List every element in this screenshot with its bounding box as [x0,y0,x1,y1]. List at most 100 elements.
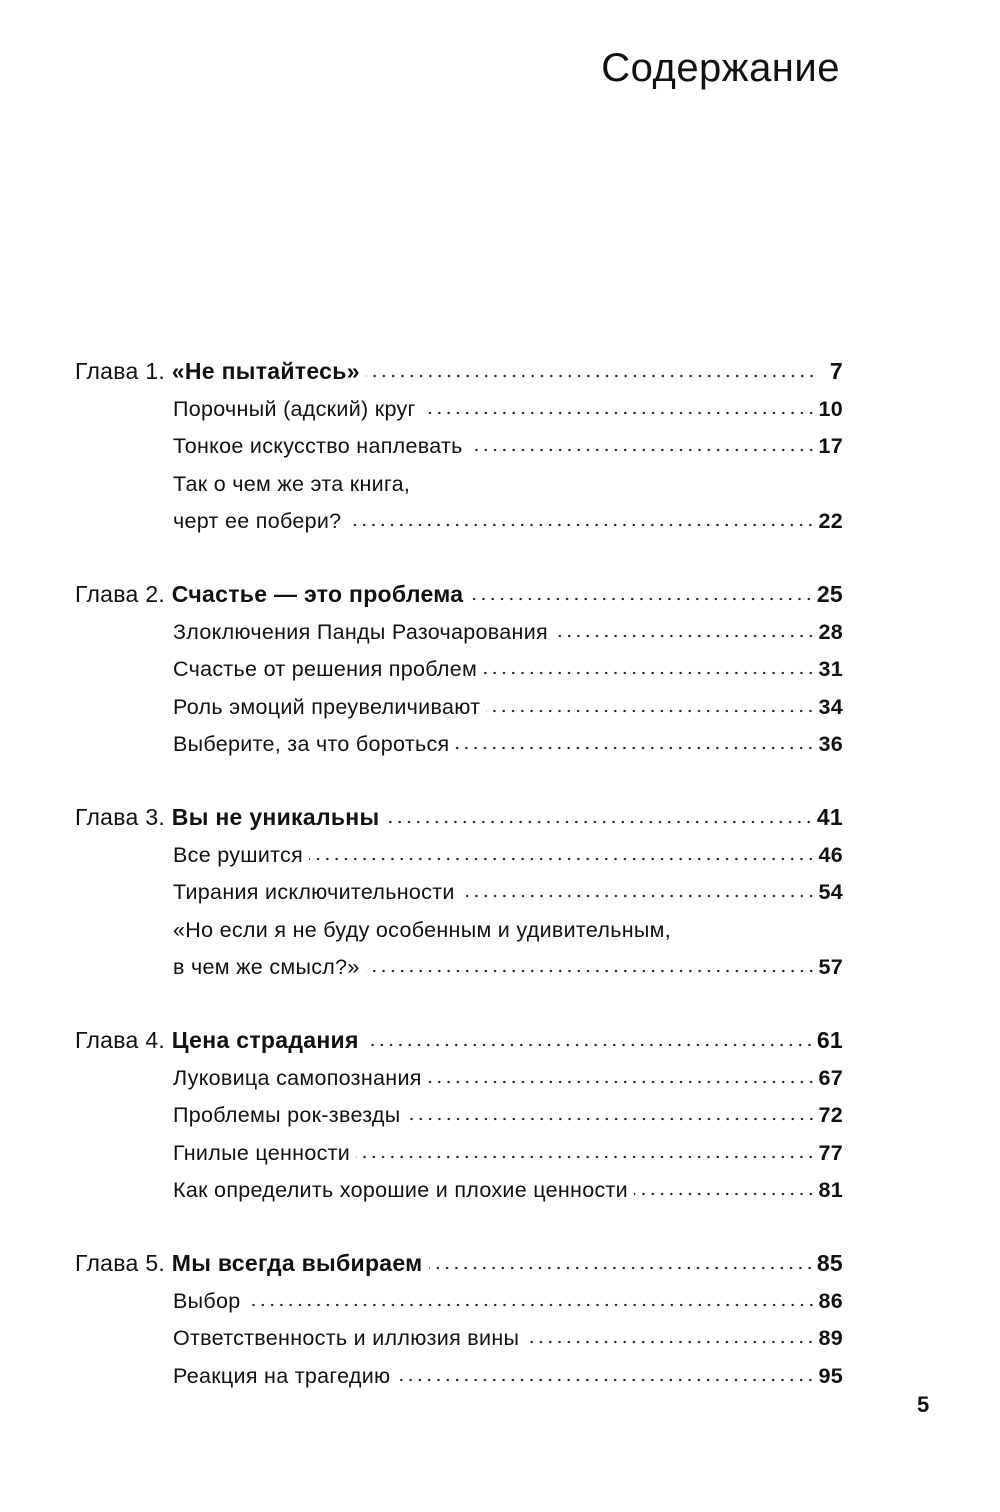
section-label: в чем же смысл?» [173,955,360,979]
toc-section-entry[interactable]: Выберите, за что бороться 36 [173,726,843,764]
section-label: Все рушится [173,842,304,867]
section-page-number: 67 [818,1065,843,1090]
dot-leader [483,670,816,676]
section-label: Злоключения Панды Разочарования [173,619,548,644]
toc-section-entry[interactable]: Все рушится 46 [173,837,843,875]
chapter-prefix: Глава 5. [75,1250,172,1276]
chapter-group: Глава 5. Мы всегда выбираем 85 Выбор 86 Отве… [75,1245,843,1395]
toc-section-entry[interactable]: Тонкое искусство наплевать 17 [173,428,843,466]
section-page-number: 81 [818,1178,843,1202]
section-page-number: 77 [818,1140,843,1165]
toc-section-entry[interactable]: Порочный (адский) круг 10 [173,391,843,429]
toc-section-entry[interactable]: Проблемы рок-звезды 72 [173,1097,843,1135]
section-label: Так о чем же эта книга, [173,471,411,496]
section-page-number: 86 [818,1288,843,1313]
toc-section-entry[interactable]: Тирания исключительности 54 [173,874,843,912]
dot-leader [246,1301,816,1308]
toc-chapter-entry[interactable]: Глава 3. Вы не уникальны 41 [75,799,843,837]
toc-section-entry[interactable]: Гнилые ценности 77 [173,1135,843,1173]
chapter-name: Цена страдания [171,1027,359,1053]
chapter-name: «Не пытайтесь» [171,358,360,384]
section-page-number: 36 [818,732,843,756]
section-label: Выбор [173,1288,241,1313]
chapter-label: Глава 3. Вы не уникальны [75,799,379,837]
section-page-number: 28 [818,619,843,644]
chapter-prefix: Глава 3. [75,804,172,830]
dot-leader [356,1153,816,1160]
section-label: Ответственность и иллюзия вины [173,1326,520,1350]
dot-leader [468,447,816,453]
section-label: Реакция на трагедию [173,1363,391,1388]
section-page-number: 54 [818,880,843,904]
dot-leader [428,1265,814,1271]
toc-chapter-entry[interactable]: Глава 4. Цена страдания 61 [75,1022,843,1060]
toc-chapter-entry[interactable]: Глава 5. Мы всегда выбираем 85 [75,1245,843,1283]
chapter-label: Глава 5. Мы всегда выбираем [75,1245,423,1283]
chapter-label: Глава 1. «Не пытайтесь» [75,353,360,391]
dot-leader [365,373,816,379]
section-label: Выберите, за что бороться [173,732,450,756]
chapter-page-number: 41 [816,804,843,830]
toc-chapter-entry[interactable]: Глава 1. «Не пытайтесь» 7 [75,353,843,391]
section-page-number: 95 [818,1363,843,1388]
section-label: «Но если я не буду особенным и удивитель… [173,917,671,942]
chapter-page-number: 85 [816,1250,843,1276]
chapter-group: Глава 4. Цена страдания 61 Луковица самопо… [75,1022,843,1210]
page-title: Содержание [601,46,840,90]
section-page-number: 17 [818,434,843,458]
section-label: Как определить хорошие и плохие ценности [173,1178,628,1202]
dot-leader [421,409,816,416]
toc-section-entry[interactable]: Роль эмоций преувеличивают 34 [173,689,843,727]
dot-leader [347,522,816,528]
section-page-number: 57 [818,955,843,979]
section-label: Роль эмоций преувеличивают [173,694,481,719]
section-label: Тирания исключительности [173,880,455,904]
section-label: Порочный (адский) круг [173,396,416,421]
dot-leader [406,1116,816,1122]
section-page-number: 89 [818,1326,843,1350]
section-label: Счастье от решения проблем [173,657,478,681]
dot-leader [365,968,816,974]
toc-section-entry[interactable]: Выбор 86 [173,1283,843,1321]
dot-leader [634,1191,816,1197]
table-of-contents: Глава 1. «Не пытайтесь» 7 Порочный (адский… [75,353,843,1431]
chapter-group: Глава 1. «Не пытайтесь» 7 Порочный (адский… [75,353,843,541]
section-page-number: 34 [818,694,843,719]
chapter-label: Глава 4. Цена страдания [75,1022,359,1060]
toc-section-entry[interactable]: Злоключения Панды Разочарования 28 [173,614,843,652]
chapter-group: Глава 3. Вы не уникальны 41 Все рушится 46 Т… [75,799,843,987]
chapter-name: Вы не уникальны [171,804,380,830]
section-page-number: 72 [818,1103,843,1127]
chapter-name: Мы всегда выбираем [171,1250,423,1276]
dot-leader [309,855,816,862]
toc-section-entry[interactable]: Как определить хорошие и плохие ценности… [173,1172,843,1210]
section-page-number: 10 [818,396,843,421]
chapter-prefix: Глава 4. [75,1027,172,1053]
section-label: Луковица самопознания [173,1065,422,1090]
chapter-group: Глава 2. Счастье — это проблема 25 Злоключ… [75,576,843,764]
toc-section-entry[interactable]: Луковица самопознания 67 [173,1060,843,1098]
toc-section-entry[interactable]: в чем же смысл?» 57 [173,949,843,987]
toc-section-entry[interactable]: Ответственность и иллюзия вины 89 [173,1320,843,1358]
toc-chapter-entry[interactable]: Глава 2. Счастье — это проблема 25 [75,576,843,614]
dot-leader [486,707,816,714]
toc-section-entry[interactable]: черт ее побери? 22 [173,503,843,541]
section-label: черт ее побери? [173,509,342,533]
toc-section-entry[interactable]: Счастье от решения проблем 31 [173,651,843,689]
chapter-prefix: Глава 1. [75,358,172,384]
dot-leader [553,632,816,639]
section-page-number: 22 [818,509,843,533]
dot-leader [396,1376,816,1383]
dot-leader [525,1339,816,1345]
toc-section-entry[interactable]: «Но если я не буду особенным и удивитель… [173,912,843,950]
dot-leader [364,1042,814,1048]
toc-section-entry[interactable]: Так о чем же эта книга, [173,466,843,504]
chapter-name: Счастье — это проблема [171,581,464,607]
section-label: Гнилые ценности [173,1140,351,1165]
dot-leader [469,596,814,602]
toc-section-entry[interactable]: Реакция на трагедию 95 [173,1358,843,1396]
chapter-page-number: 61 [816,1027,843,1053]
chapter-label: Глава 2. Счастье — это проблема [75,576,463,614]
section-page-number: 31 [818,657,843,681]
dot-leader [427,1078,816,1085]
